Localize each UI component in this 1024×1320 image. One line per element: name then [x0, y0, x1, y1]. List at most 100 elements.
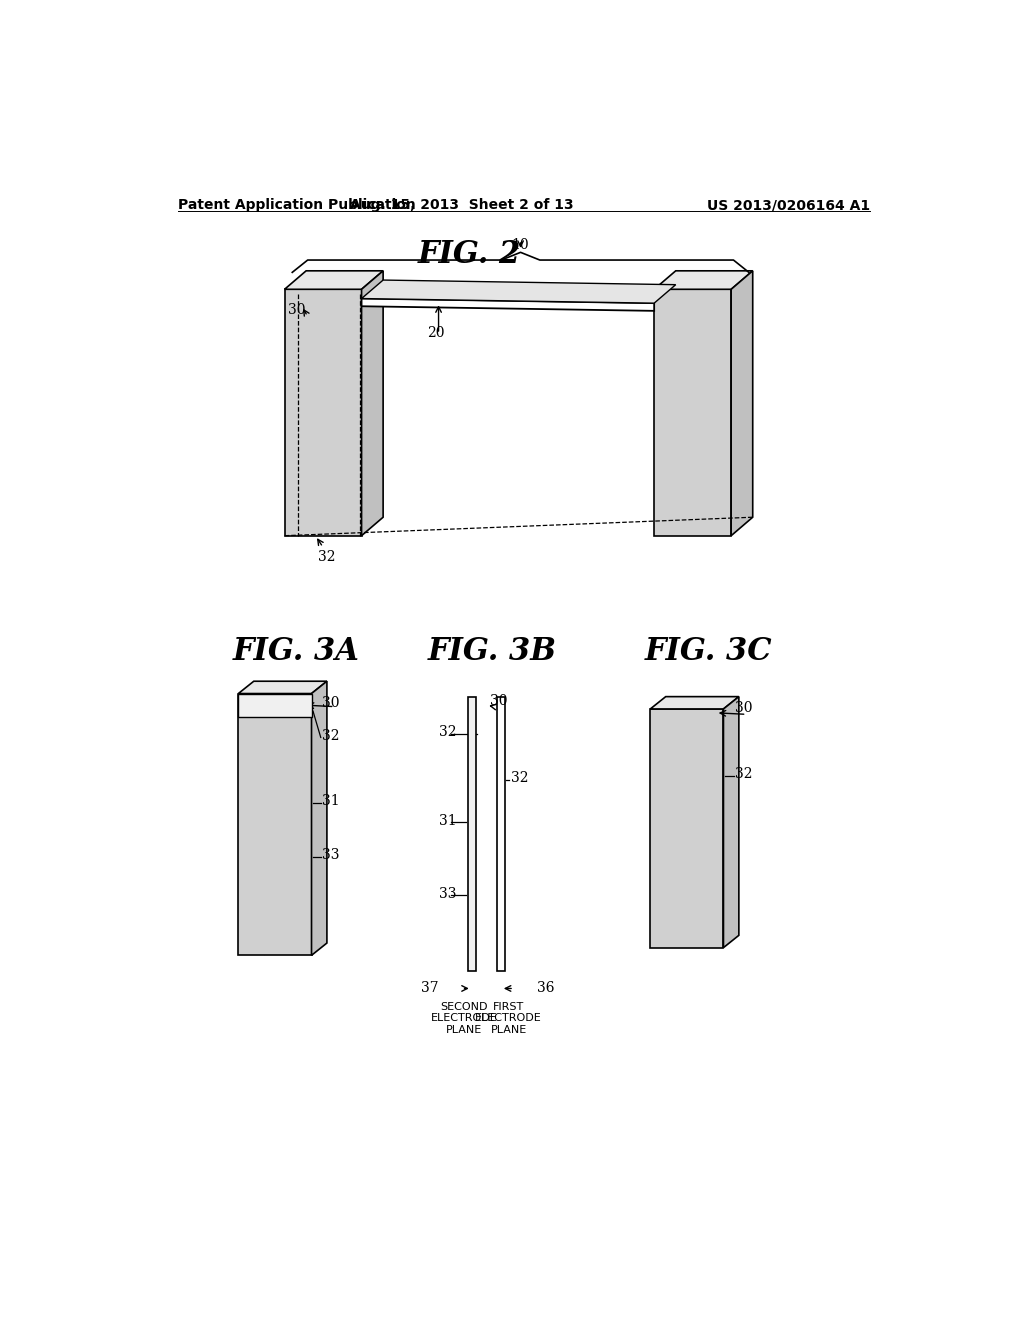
Point [324, 470, 340, 491]
Point [349, 315, 366, 337]
Point [662, 884, 678, 906]
Point [676, 495, 692, 516]
Point [672, 428, 688, 449]
Point [270, 847, 287, 869]
Point [657, 432, 674, 453]
Point [707, 903, 723, 924]
Point [655, 375, 672, 396]
Point [299, 719, 315, 741]
Point [698, 931, 715, 952]
Point [701, 847, 718, 869]
Point [276, 744, 293, 766]
Point [283, 704, 299, 725]
Point [256, 814, 272, 836]
Point [660, 842, 677, 863]
Point [678, 355, 694, 376]
Point [255, 820, 271, 841]
Point [319, 370, 336, 391]
Point [272, 883, 289, 904]
Point [699, 875, 716, 896]
Point [701, 772, 718, 793]
Point [679, 416, 695, 437]
Point [310, 378, 327, 399]
Point [274, 817, 291, 838]
Point [334, 463, 350, 484]
Point [647, 710, 664, 731]
Point [324, 434, 340, 455]
Point [689, 315, 706, 337]
Point [241, 772, 257, 793]
Point [285, 886, 301, 907]
Point [286, 301, 302, 322]
Point [685, 791, 701, 812]
Point [257, 767, 273, 788]
Point [711, 288, 727, 309]
Point [300, 787, 316, 808]
Point [300, 805, 316, 826]
Point [297, 927, 313, 948]
Point [648, 449, 665, 470]
Point [697, 725, 714, 746]
Point [253, 705, 269, 726]
Point [243, 747, 259, 768]
Point [676, 913, 692, 935]
Point [660, 446, 677, 467]
Point [293, 721, 309, 742]
Point [681, 401, 697, 422]
Point [654, 735, 671, 756]
Point [284, 915, 300, 936]
Point [265, 854, 282, 875]
Point [657, 329, 674, 350]
Point [259, 866, 275, 887]
Point [674, 375, 690, 396]
Point [232, 825, 249, 846]
Point [299, 521, 315, 543]
Point [242, 876, 258, 898]
Point [649, 746, 666, 767]
Point [688, 511, 705, 532]
Point [660, 896, 677, 917]
Point [281, 937, 297, 958]
Point [680, 809, 696, 830]
Point [706, 425, 722, 446]
Point [687, 805, 703, 826]
Point [295, 883, 311, 904]
Point [685, 768, 701, 789]
Point [691, 846, 708, 867]
Point [659, 824, 676, 845]
Point [247, 702, 263, 723]
Point [670, 928, 686, 949]
Point [293, 830, 309, 851]
Point [694, 366, 711, 387]
Point [275, 735, 292, 756]
Point [687, 784, 703, 805]
Point [241, 923, 257, 944]
Point [260, 797, 276, 818]
Point [289, 323, 305, 345]
Point [294, 884, 310, 906]
Point [657, 516, 674, 537]
Text: 36: 36 [538, 982, 555, 995]
Point [338, 337, 354, 358]
Point [706, 510, 722, 531]
Point [662, 814, 678, 836]
Point [255, 924, 271, 945]
Point [304, 302, 321, 323]
Point [666, 791, 682, 812]
Point [672, 928, 688, 949]
Text: 37: 37 [421, 982, 438, 995]
Point [317, 430, 334, 451]
Point [262, 685, 279, 706]
Point [711, 396, 727, 417]
Point [302, 388, 318, 409]
Point [653, 929, 670, 950]
Point [708, 408, 724, 429]
Point [651, 723, 668, 744]
Point [685, 879, 701, 900]
Point [688, 418, 705, 440]
Point [700, 917, 717, 939]
Point [234, 902, 251, 923]
Point [311, 334, 328, 355]
Point [238, 751, 254, 772]
Point [703, 929, 720, 950]
